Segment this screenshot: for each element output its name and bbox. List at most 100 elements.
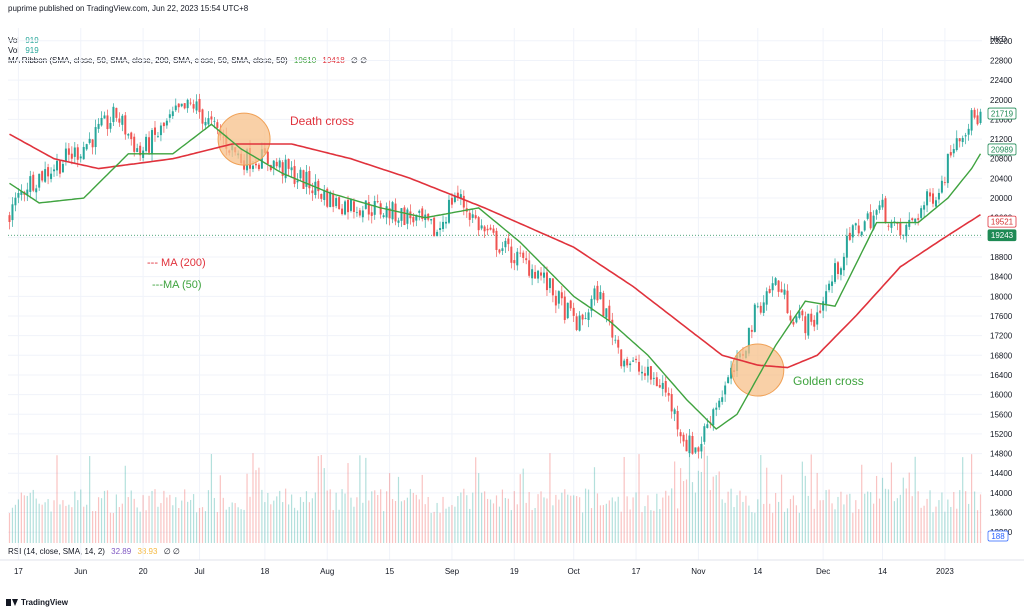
candle (949, 145, 952, 158)
volume-bar (558, 499, 560, 543)
volume-bar (68, 504, 70, 543)
volume-bar (234, 503, 236, 543)
candle (670, 388, 673, 419)
candle (551, 278, 554, 303)
volume-bar (184, 489, 186, 543)
volume-bar (552, 505, 554, 543)
candle (572, 302, 575, 322)
volume-bar (843, 504, 845, 543)
volume-bar (813, 508, 815, 543)
volume-bar (314, 492, 316, 543)
candle (937, 188, 940, 204)
candle (540, 266, 543, 281)
volume-bar (709, 490, 711, 543)
volume-bar (92, 511, 94, 543)
candle (195, 94, 198, 115)
header-publisher: puprime published on TradingView.com, Ju… (8, 4, 249, 13)
volume-bar (86, 504, 88, 543)
rsi-price-tag: 188 (987, 530, 1009, 542)
volume-bar (917, 491, 919, 543)
volume-bar (29, 492, 31, 543)
candle (180, 103, 183, 108)
volume-bar (26, 495, 28, 543)
volume-bar (225, 509, 227, 543)
volume-bar (671, 488, 673, 543)
candle (777, 279, 780, 297)
volume-bar (77, 500, 79, 543)
volume-bar (908, 472, 910, 543)
candle (967, 123, 970, 141)
volume-bar (564, 489, 566, 543)
volume-bar (971, 454, 973, 543)
candle (643, 366, 646, 380)
candle (504, 237, 507, 253)
volume-bar (593, 467, 596, 543)
volume-bar (792, 495, 795, 543)
volume-bar (23, 495, 25, 543)
volume-bar (237, 507, 239, 543)
volume-bar (810, 454, 812, 543)
candle (718, 397, 721, 411)
volume-bar (540, 491, 542, 543)
candle (863, 220, 866, 232)
volume-bar (264, 502, 266, 543)
volume-bar (130, 490, 132, 543)
y-tick-label-3: 22000 (990, 96, 1013, 105)
candle (652, 372, 655, 386)
candle (851, 224, 854, 243)
candle (537, 269, 540, 284)
volume-bar (213, 497, 215, 543)
volume-bar (694, 492, 697, 543)
candle (727, 375, 730, 384)
volume-bar (816, 472, 818, 543)
volume-bar (481, 492, 483, 543)
volume-bar (338, 509, 340, 543)
volume-bar (873, 503, 875, 543)
volume-bar (516, 504, 518, 543)
x-tick-label-9: Oct (567, 567, 580, 576)
candle (290, 161, 293, 178)
volume-bar (751, 512, 753, 543)
y-tick-label-15: 17200 (990, 332, 1013, 341)
tradingview-logo[interactable]: TradingView (6, 598, 68, 607)
volume-bar (819, 500, 821, 543)
x-tick-label-8: 19 (510, 567, 519, 576)
candle (293, 159, 296, 188)
candle (477, 215, 480, 236)
volume-bar (870, 492, 872, 543)
candle (646, 359, 649, 383)
volume-bar (635, 492, 637, 543)
candle (655, 372, 658, 387)
candle (703, 423, 706, 445)
candle (973, 107, 976, 120)
volume-bar (724, 502, 726, 543)
candle (839, 266, 842, 281)
x-tick-label-15: 2023 (936, 567, 954, 576)
volume-bar (391, 499, 394, 543)
candle (715, 402, 718, 417)
candle (771, 276, 774, 297)
volume-bar (831, 503, 833, 543)
volume-bar (849, 493, 851, 543)
volume-bar (350, 497, 352, 543)
volume-bar (463, 488, 465, 543)
volume-bar (712, 476, 714, 543)
volume-bar (198, 507, 201, 543)
candle (596, 281, 599, 304)
candle (979, 108, 982, 125)
volume-bar (270, 504, 272, 543)
grid (0, 28, 1024, 561)
y-tick-label-16: 16800 (990, 351, 1013, 360)
volume-bar (611, 497, 613, 543)
volume-bar (326, 490, 328, 543)
volume-bar (365, 457, 367, 543)
volume-bar (736, 495, 738, 543)
candle (115, 107, 118, 122)
volume-bar (881, 477, 884, 543)
volume-bar (685, 479, 688, 543)
volume-bar (911, 496, 913, 543)
candle (667, 387, 670, 402)
annotation-death-cross: Death cross (290, 114, 354, 128)
candle (905, 223, 908, 243)
